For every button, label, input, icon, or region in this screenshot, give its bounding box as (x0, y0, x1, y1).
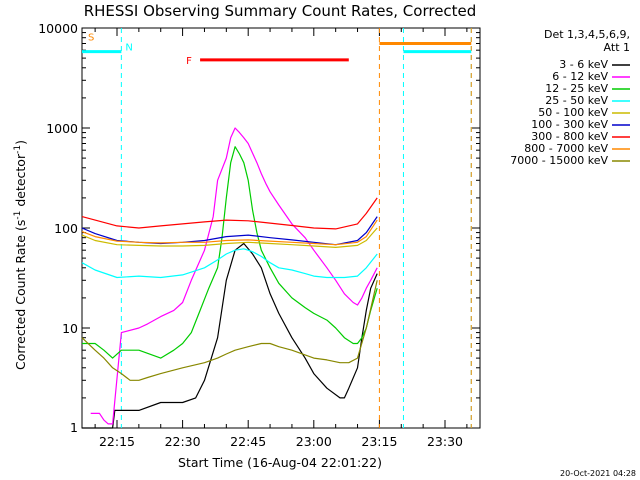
series-line-7 (81, 219, 378, 246)
x-tick-label: 22:15 (99, 434, 135, 449)
series-line-6 (81, 197, 378, 230)
legend-entry-2: 12 - 25 keV (545, 82, 608, 95)
n-label: N (125, 43, 132, 54)
f-label: F (186, 56, 192, 67)
x-tick-label: 23:15 (361, 434, 397, 449)
legend-entry-0: 3 - 6 keV (559, 58, 608, 71)
x-tick-label: 22:30 (165, 434, 201, 449)
y-axis-label-end: ) (13, 140, 28, 145)
y-axis-label-main: Corrected Count Rate (s (13, 220, 28, 370)
y-axis-label-sup1: -1 (13, 211, 23, 220)
legend-entry-7: 800 - 7000 keV (524, 142, 608, 155)
legend-entry-6: 300 - 800 keV (531, 130, 608, 143)
legend-header-1: Det 1,3,4,5,6,9, (544, 28, 630, 41)
y-axis-label-sup2: -1 (13, 145, 23, 154)
series-line-8 (81, 280, 378, 381)
y-axis-label: Corrected Count Rate (s-1 detector-1) (13, 140, 28, 370)
timestamp: 20-Oct-2021 04:28 (560, 469, 636, 478)
s-label: S (88, 32, 94, 43)
series-line-0 (82, 242, 378, 429)
series-line-1 (90, 127, 378, 425)
x-tick-label: 23:00 (296, 434, 332, 449)
y-tick-label: 100 (54, 221, 78, 236)
legend-entry-1: 6 - 12 keV (552, 70, 608, 83)
legend-entry-3: 25 - 50 keV (545, 94, 608, 107)
y-tick-label: 10000 (38, 21, 78, 36)
legend-entry-4: 50 - 100 keV (538, 106, 608, 119)
y-tick-label: 10 (62, 321, 78, 336)
series-line-2 (82, 146, 378, 359)
x-axis-label: Start Time (16-Aug-04 22:01:22) (178, 455, 382, 470)
legend-entry-5: 100 - 300 keV (531, 118, 608, 131)
legend-entry-8: 7000 - 15000 keV (510, 154, 608, 167)
y-axis-label-mid: detector (13, 153, 28, 211)
legend-header-2: Att 1 (604, 41, 630, 54)
series-line-3 (81, 248, 378, 279)
x-tick-label: 22:45 (230, 434, 266, 449)
x-tick-label: 23:30 (427, 434, 463, 449)
series-line-4 (81, 227, 378, 248)
y-tick-label: 1 (70, 420, 78, 435)
chart-title: RHESSI Observing Summary Count Rates, Co… (84, 2, 477, 20)
plot-area: 10 100 1000 10000 1 22:15 22:30 22:45 23:00 23:15… (38, 21, 481, 449)
y-tick-label: 1000 (46, 121, 78, 136)
